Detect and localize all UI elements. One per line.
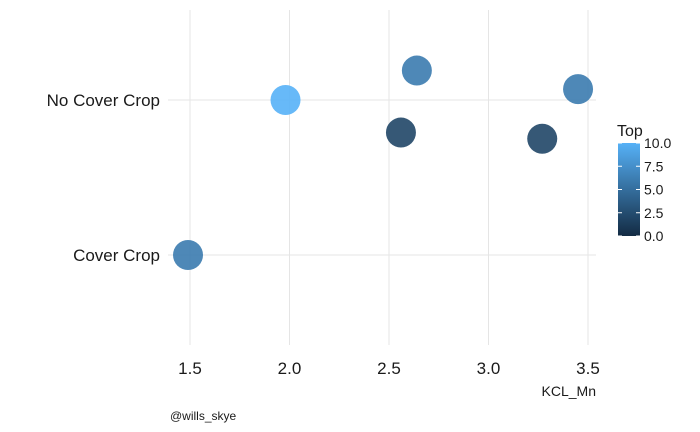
data-points <box>173 55 594 270</box>
data-point <box>385 117 416 148</box>
grid-lines <box>168 10 596 345</box>
caption: @wills_skye <box>170 409 237 423</box>
x-axis-ticks: 1.5 2.0 2.5 3.0 3.5 <box>178 359 600 378</box>
legend-title: Top <box>617 123 643 140</box>
y-axis-ticks: Cover Crop No Cover Crop <box>47 91 160 265</box>
legend-tick-label: 5.0 <box>644 182 664 198</box>
x-tick-label: 2.5 <box>377 359 401 378</box>
data-point <box>527 123 558 154</box>
y-tick-label: No Cover Crop <box>47 91 160 110</box>
x-tick-label: 3.0 <box>477 359 501 378</box>
data-point <box>173 240 204 270</box>
y-tick-label: Cover Crop <box>73 246 160 265</box>
data-point <box>563 74 594 105</box>
legend-tick-label: 0.0 <box>644 228 664 244</box>
legend-tick-label: 2.5 <box>644 205 664 221</box>
x-tick-label: 1.5 <box>178 359 202 378</box>
data-point <box>270 85 301 115</box>
x-tick-label: 3.5 <box>576 359 600 378</box>
legend-tick-label: 10.0 <box>644 135 671 151</box>
x-axis-title: KCL_Mn <box>542 383 596 399</box>
legend-tick-label: 7.5 <box>644 158 664 174</box>
x-tick-label: 2.0 <box>278 359 302 378</box>
legend-ticks: 0.0 2.5 5.0 7.5 10.0 <box>618 135 671 244</box>
color-legend: Top 0.0 2.5 5.0 7.5 10.0 <box>617 123 671 244</box>
data-point <box>401 55 432 86</box>
legend-colorbar <box>618 143 640 236</box>
